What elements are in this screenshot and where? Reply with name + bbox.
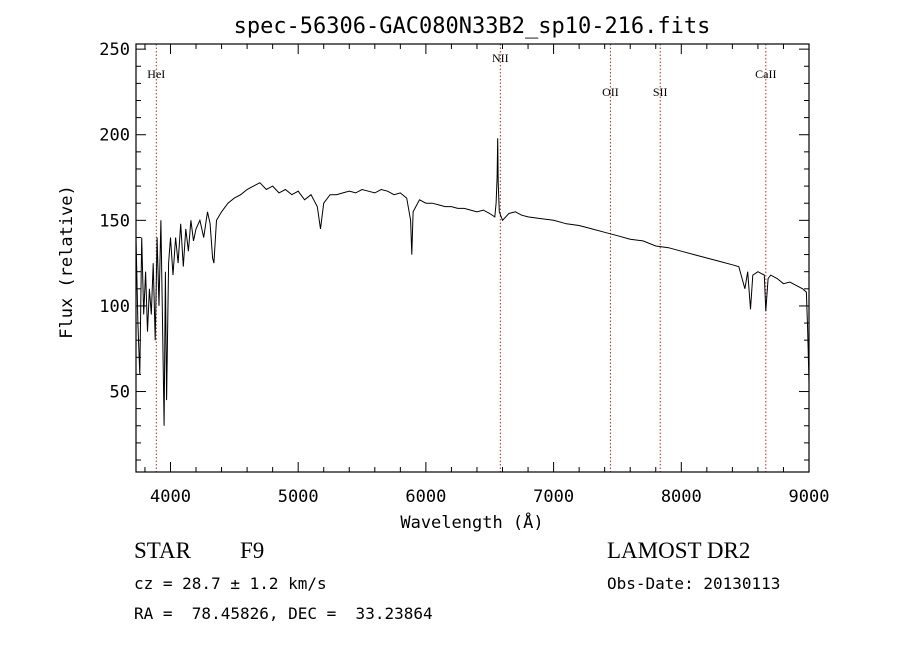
spectrum-chart: spec-56306-GAC080N33B2_sp10-216.fits HeI… [57,14,830,533]
y-axis-ticks: 50 100 150 200 250 [99,40,809,461]
line-label-sii: SII [653,85,668,99]
chart-title: spec-56306-GAC080N33B2_sp10-216.fits [234,14,711,39]
line-label-hei: HeI [147,67,165,81]
x-tick-label: 4000 [150,487,191,507]
x-tick-label: 5000 [278,487,319,507]
object-subclass: F9 [240,538,265,563]
x-tick-label: 6000 [405,487,446,507]
line-label-nii: NII [492,51,509,65]
object-type: STAR [134,538,191,563]
y-tick-label: 150 [99,211,130,231]
x-tick-label: 9000 [789,487,830,507]
x-axis-ticks: 4000 5000 6000 7000 8000 9000 [144,44,830,507]
obs-date-line: Obs-Date: 20130113 [607,574,781,593]
x-tick-label: 8000 [661,487,702,507]
y-tick-label: 250 [99,40,130,60]
y-tick-label: 100 [99,297,130,317]
spectral-line-markers: HeI NII OII SII CaII [147,44,777,472]
redshift-line: cz = 28.7 ± 1.2 km/s [134,574,327,593]
x-axis-label: Wavelength (Å) [400,511,543,533]
y-tick-label: 200 [99,126,130,146]
line-label-oii: OII [602,85,619,99]
plot-frame [135,43,810,473]
spectrum-line [135,138,810,426]
y-tick-label: 50 [110,383,130,403]
x-tick-label: 7000 [533,487,574,507]
coordinates-line: RA = 78.45826, DEC = 33.23864 [134,604,433,623]
survey-name: LAMOST DR2 [607,538,751,563]
line-label-caii: CaII [755,67,776,81]
y-axis-label: Flux (relative) [57,185,77,339]
